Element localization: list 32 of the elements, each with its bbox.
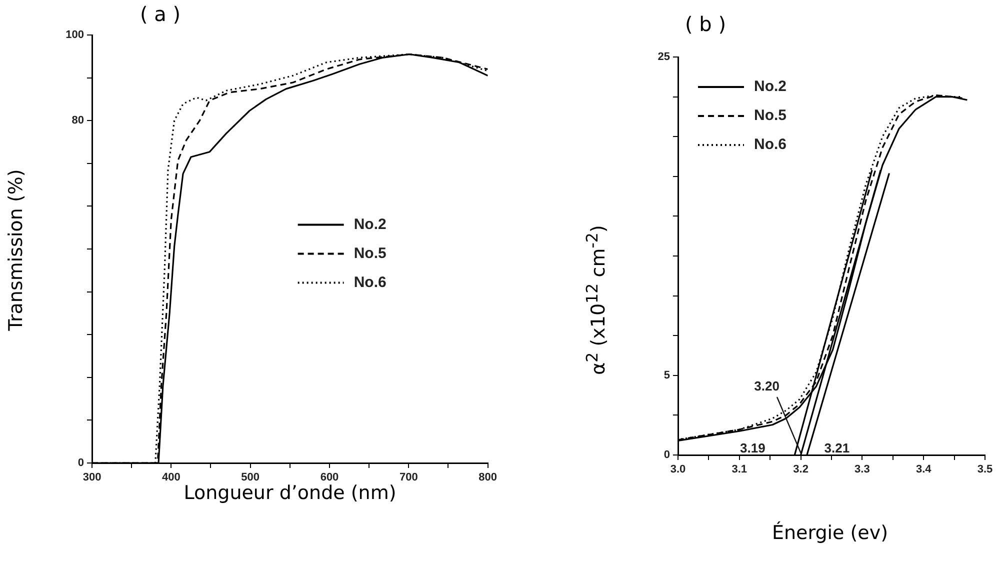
- x-tick-label: 700: [399, 472, 418, 484]
- annotation: 3.21: [824, 440, 850, 456]
- text: 3.0: [670, 464, 686, 476]
- y-tick-label: 5: [664, 369, 670, 382]
- x-tick-label: 600: [320, 472, 339, 484]
- annotation: 3.20: [754, 378, 780, 394]
- x-axis-title: Longueur d’onde (nm): [184, 482, 396, 504]
- legend-label: No.6: [354, 274, 386, 291]
- x-tick-label: 800: [478, 472, 498, 484]
- x-axis-title: Énergie (ev): [772, 522, 888, 544]
- y-tick-label: 0: [664, 449, 670, 462]
- x-tick-label: 3.3: [854, 464, 870, 476]
- legend-label: No.5: [354, 244, 386, 262]
- annotation: 3.19: [740, 440, 766, 456]
- x-tick-label: 500: [241, 472, 260, 484]
- y-tick-label: 80: [72, 114, 84, 127]
- legend-label: No.2: [354, 216, 386, 233]
- y-axis-title: Transmission (%): [5, 169, 27, 331]
- legend-label: No.6: [754, 136, 787, 154]
- x-tick-label: 3.5: [977, 464, 993, 476]
- x-tick-label: 3.4: [916, 464, 932, 476]
- x-tick-label: 300: [82, 472, 102, 484]
- y-tick-label: 100: [66, 29, 84, 42]
- chart-title: ( a ): [140, 2, 181, 26]
- x-tick-label: 400: [162, 472, 180, 484]
- x-tick-label: 3.2: [793, 464, 808, 476]
- y-tick-label: 0: [78, 457, 84, 470]
- chart-title: ( b ): [685, 12, 726, 36]
- legend-label: No.2: [754, 78, 787, 96]
- legend-label: No.5: [754, 107, 787, 124]
- x-tick-label: 3.1: [732, 464, 748, 476]
- y-tick-label: 25: [658, 51, 670, 64]
